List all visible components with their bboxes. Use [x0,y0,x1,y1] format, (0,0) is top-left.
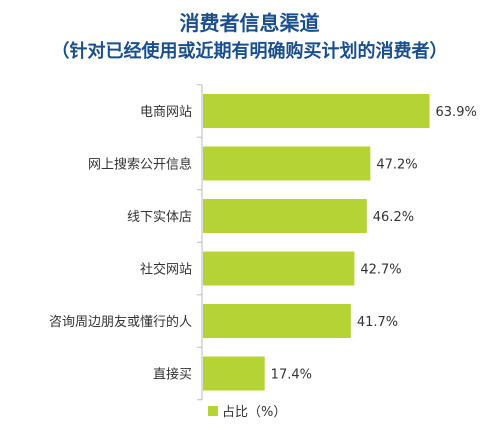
value-label: 42.7% [360,263,401,278]
value-label: 63.9% [436,105,477,120]
chart-subtitle: （针对已经使用或近期有明确购买计划的消费者） [51,41,448,62]
category-label: 直接买 [153,367,192,383]
value-label: 41.7% [357,315,398,330]
bar [203,356,265,391]
category-label: 电商网站 [140,105,192,120]
category-label: 网上搜索公开信息 [88,157,192,173]
bar [203,94,430,128]
bar [203,199,367,233]
value-label: 46.2% [373,210,414,225]
bar [203,251,355,286]
category-label: 线下实体店 [127,210,192,225]
category-label: 咨询周边朋友或懂行的人 [49,314,192,330]
category-label: 社交网站 [140,262,192,278]
bar [203,146,371,181]
value-label: 47.2% [376,158,417,173]
legend-swatch [208,405,218,416]
value-label: 17.4% [271,368,312,383]
chart-title: 消费者信息渠道 [179,11,320,35]
legend: 占比（%） [208,401,286,420]
bar [203,304,351,338]
legend-label: 占比（%） [222,405,287,420]
